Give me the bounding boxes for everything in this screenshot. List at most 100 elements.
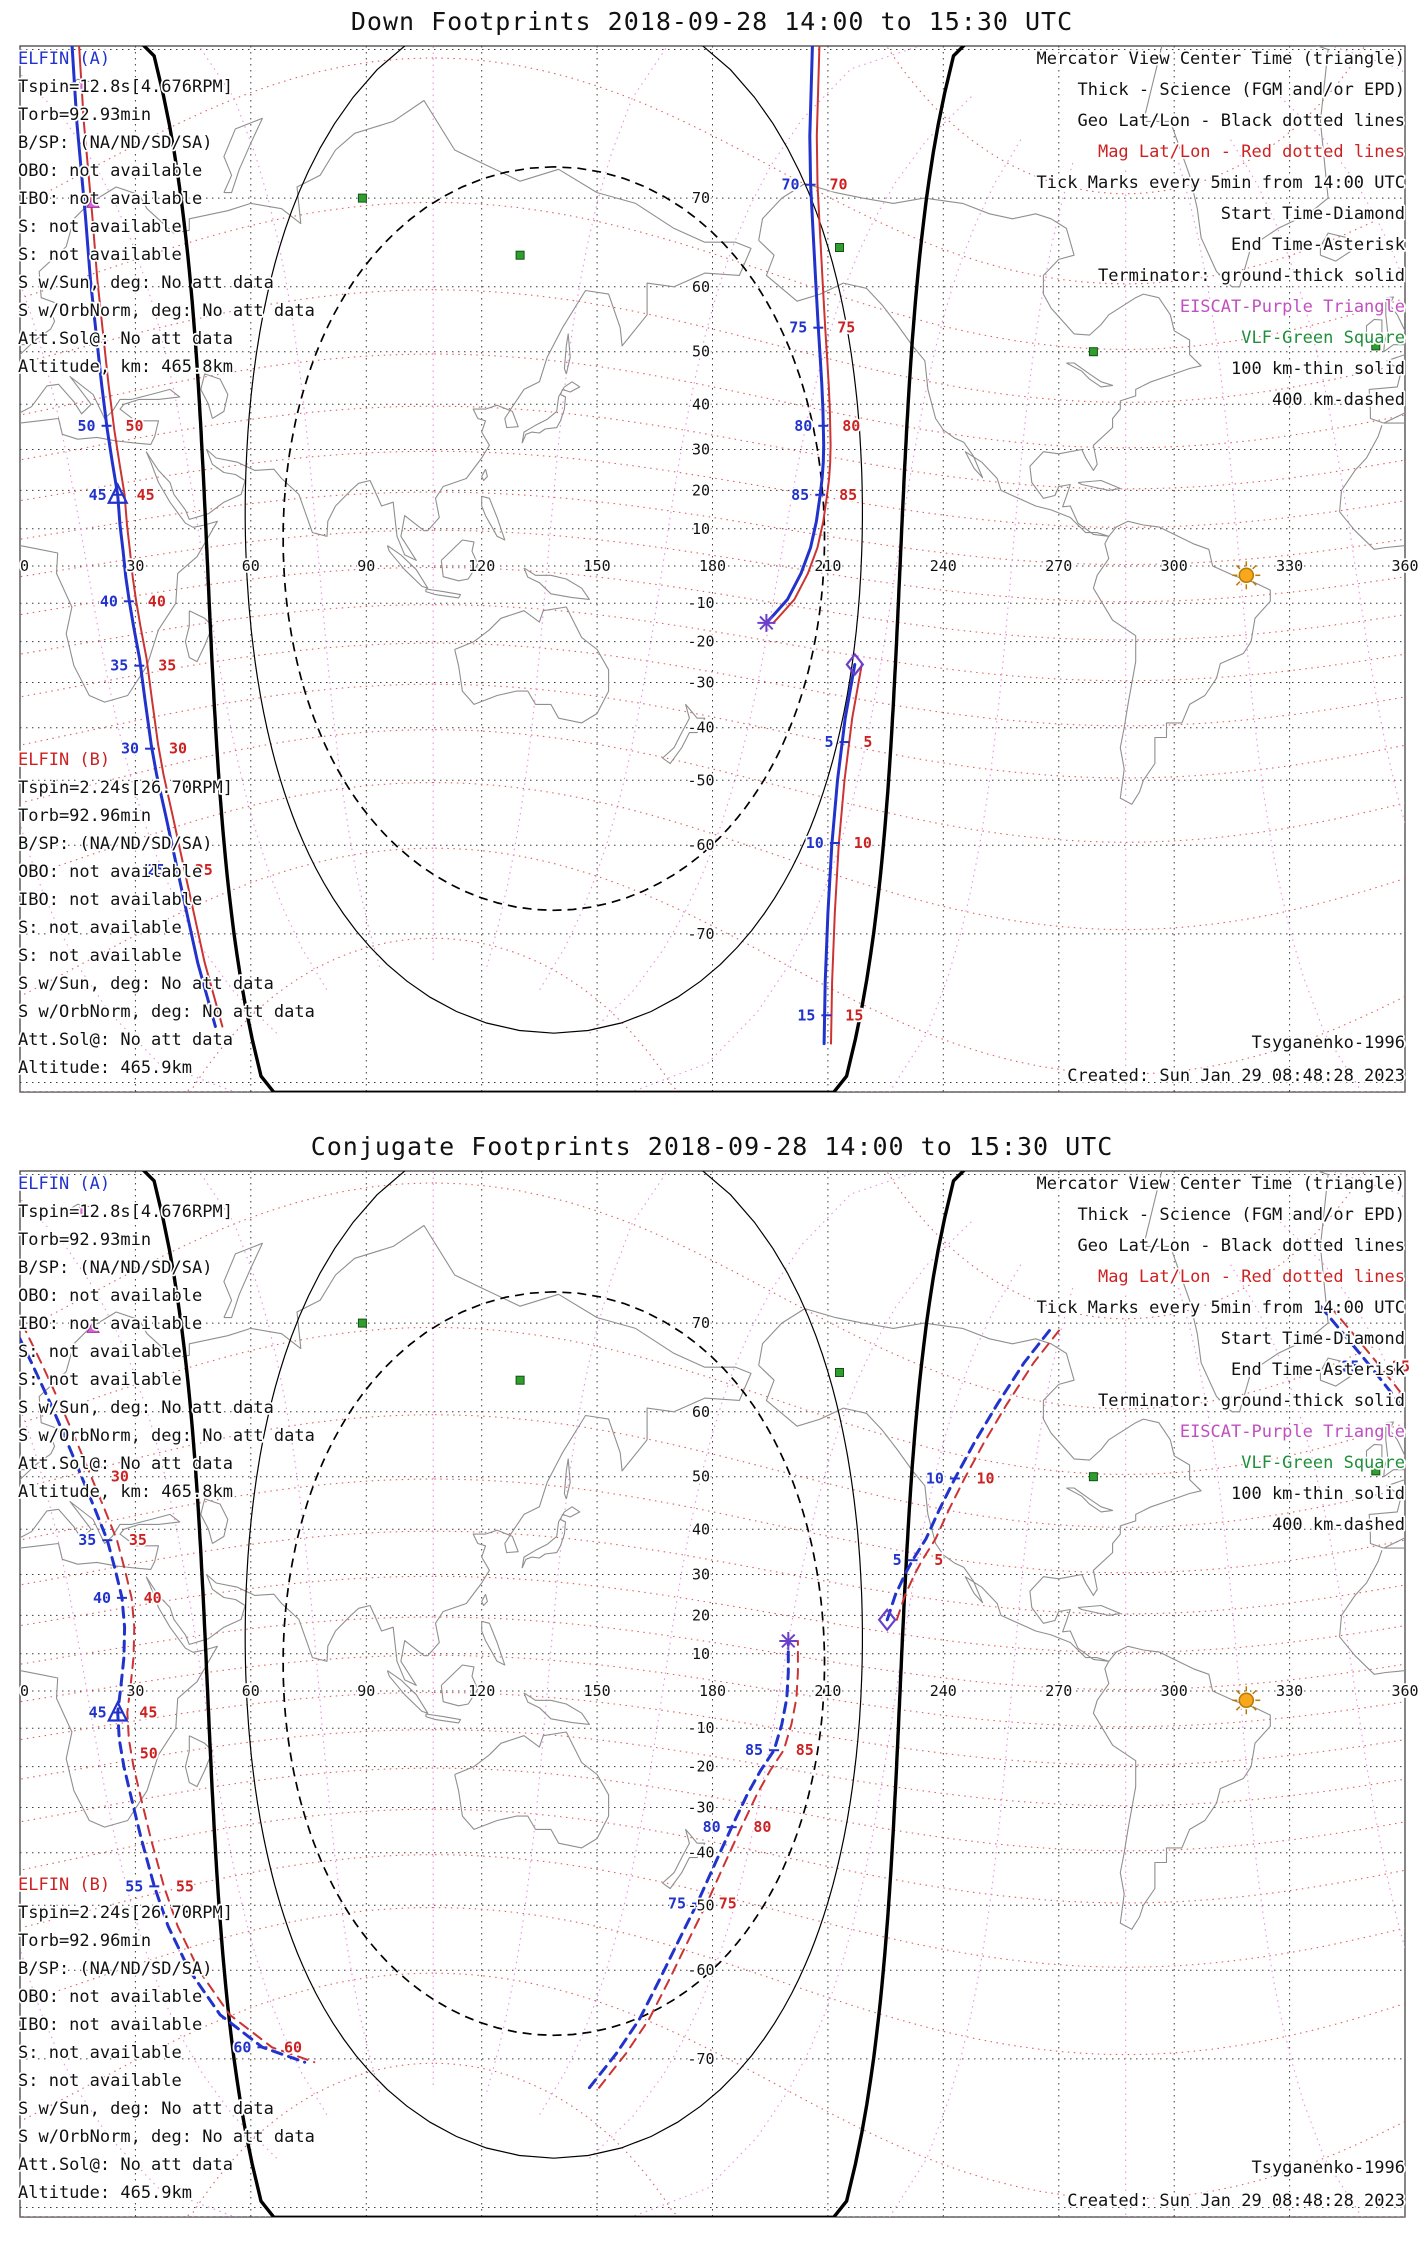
latitude-tick-label: -20 [687, 1758, 714, 1776]
elfin-b-info-line: S w/OrbNorm, deg: No att data [18, 2127, 315, 2147]
legend-line: VLF-Green Square [1241, 328, 1405, 348]
overlay-layers: 5 5 10 10 15 15 25 25 30 30 35 35 40 40 45 45 50 50 70 70 75… [16, 47, 1420, 1080]
elfin-a-info-line: Att.Sol@: No att data [18, 1454, 233, 1474]
elfin-a-info-line: IBO: not available [18, 189, 202, 209]
sun-marker-icon [1232, 1686, 1261, 1715]
elfin-a-info-line: S: not available [18, 1370, 182, 1390]
latitude-tick-label: -60 [687, 836, 714, 854]
latitude-tick-label: -30 [687, 674, 714, 692]
elfin-a-minute-label: 45 [89, 486, 107, 504]
longitude-tick-label: 360 [1391, 1682, 1418, 1700]
orbit-markers [106, 1608, 1261, 1722]
elfin-b-info-line: S w/OrbNorm, deg: No att data [18, 1002, 315, 1022]
latitude-tick-label: -10 [687, 594, 714, 612]
latitude-tick-label: 60 [692, 1403, 710, 1421]
elfin-b-info-line: B/SP: (NA/ND/SD/SA) [18, 1959, 212, 1979]
elfin-a-minute-label: 45 [89, 1704, 107, 1722]
elfin-a-minute-label: 40 [100, 592, 118, 610]
elfin-b-minute-label: 30 [169, 740, 187, 758]
legend-line: Thick - Science (FGM and/or EPD) [1077, 1205, 1405, 1225]
ground-stations [74, 77, 1381, 357]
created-timestamp: Created: Sun Jan 29 08:48:28 2023 [1067, 2191, 1405, 2211]
eiscat-station-triangle-icon [86, 1320, 100, 1333]
end-time-asterisk-icon [779, 1632, 798, 1650]
legend-line: Start Time-Diamond [1221, 204, 1405, 224]
elfin-a-minute-label: 30 [121, 740, 139, 758]
elfin-b-minute-label: 80 [753, 1818, 771, 1836]
legend-line: 100 km-thin solid [1231, 1484, 1405, 1504]
conjugate-footprints-panel: 5 5 10 10 25 25 35 35 40 40 45 45 55 55 60 60 75 75 80 80 85… [0, 1125, 1425, 2250]
legend-line: Geo Lat/Lon - Black dotted lines [1077, 111, 1405, 131]
elfin-b-minute-label: 30 [111, 1468, 129, 1486]
longitude-tick-label: 180 [699, 557, 726, 575]
elfin-b-minute-label: 75 [719, 1895, 737, 1913]
elfin-b-minute-label: 60 [284, 2038, 302, 2056]
legend-line: 400 km-dashed [1272, 1515, 1405, 1535]
elfin-b-minute-label: 35 [158, 657, 176, 675]
legend-line: Start Time-Diamond [1221, 1329, 1405, 1349]
elfin-a-minute-label: 75 [668, 1895, 686, 1913]
annotation-blocks: ELFIN (A) Tspin=12.8s[4.676RPM] Torb=92.93… [16, 1172, 1407, 2205]
latitude-tick-label: -50 [687, 771, 714, 789]
elfin-a-info-line: ELFIN (A) [18, 49, 110, 69]
elfin-b-minute-label: 10 [977, 1470, 995, 1488]
footprint-tracks [70, 46, 863, 1046]
elfin-b-info-line: Torb=92.96min [18, 806, 151, 826]
elfin-b-info-line: Tspin=2.24s[26.70RPM] [18, 778, 233, 798]
legend-line: 100 km-thin solid [1231, 359, 1405, 379]
elfin-a-info-line: Altitude, km: 465.8km [18, 1482, 233, 1502]
elfin-a-minute-label: 70 [782, 176, 800, 194]
vlf-station-square-icon [835, 243, 844, 252]
start-time-diamond-icon [877, 1608, 897, 1632]
elfin-b-minute-label: 45 [137, 486, 155, 504]
down-footprints-panel: 5 5 10 10 15 15 25 25 30 30 35 35 40 40 45 45 50 50 70 70 75… [16, 7, 1420, 1093]
legend-line: Mag Lat/Lon - Red dotted lines [1098, 142, 1405, 162]
elfin-a-info-line: S: not available [18, 1342, 182, 1362]
longitude-tick-label: 0 [20, 557, 29, 575]
elfin-a-info-line: ELFIN (A) [18, 1174, 110, 1194]
latitude-tick-label: -20 [687, 633, 714, 651]
elfin-b-info-line: Altitude: 465.9km [18, 2183, 192, 2203]
terminator-curves [141, 1171, 966, 2217]
elfin-a-minute-label: 85 [745, 1741, 763, 1759]
legend-line: VLF-Green Square [1241, 1453, 1405, 1473]
latitude-tick-label: 20 [692, 1606, 710, 1624]
vlf-station-square-icon [515, 250, 525, 260]
elfin-b-minute-label: 25 [1392, 1357, 1410, 1375]
elfin-b-minute-label: 40 [144, 1589, 162, 1607]
latitude-tick-label: 70 [692, 1314, 710, 1332]
eiscat-station-triangle-icon [74, 1202, 89, 1216]
elfin-a-minute-label: 35 [110, 657, 128, 675]
latitude-tick-label: 70 [692, 189, 710, 207]
elfin-b-info-line: IBO: not available [18, 890, 202, 910]
elfin-a-info-line: Tspin=12.8s[4.676RPM] [18, 1202, 233, 1222]
elfin-b-info-line: Altitude: 465.9km [18, 1058, 192, 1078]
elfin-a-minute-label: 75 [789, 319, 807, 337]
elfin-b-info-line: ELFIN (B) [18, 750, 110, 770]
longitude-tick-label: 330 [1276, 1682, 1303, 1700]
longitude-tick-label: 120 [468, 557, 495, 575]
elfin-a-minute-label: 55 [125, 1877, 143, 1895]
latitude-tick-label: -70 [687, 925, 714, 943]
longitude-tick-label: 0 [20, 1682, 29, 1700]
ground-stations [74, 1202, 1381, 1482]
elfin-a-minute-label: 35 [78, 1531, 96, 1549]
longitude-tick-label: 60 [242, 557, 260, 575]
legend-line: EISCAT-Purple Triangle [1180, 297, 1405, 317]
elfin-a-info-line: OBO: not available [18, 161, 202, 181]
longitude-tick-label: 150 [584, 557, 611, 575]
longitude-tick-label: 150 [584, 1682, 611, 1700]
axis-labels: 0 30 60 90 120 150 180 210 240 270 300 330 360 70 60 50… [18, 187, 1420, 944]
elfin-b-info-line: IBO: not available [18, 2015, 202, 2035]
longitude-tick-label: 330 [1276, 557, 1303, 575]
longitude-tick-label: 240 [930, 557, 957, 575]
elfin-a-minute-label: 15 [797, 1006, 815, 1024]
elfin-a-info-line: B/SP: (NA/ND/SD/SA) [18, 1258, 212, 1278]
elfin-b-info-line: S: not available [18, 2071, 182, 2091]
elfin-a-info-line: Tspin=12.8s[4.676RPM] [18, 77, 233, 97]
elfin-a-minute-label: 40 [93, 1589, 111, 1607]
center-time-triangle-icon [106, 1700, 129, 1722]
latitude-tick-label: 10 [692, 520, 710, 538]
sun-marker-icon [1232, 561, 1261, 590]
